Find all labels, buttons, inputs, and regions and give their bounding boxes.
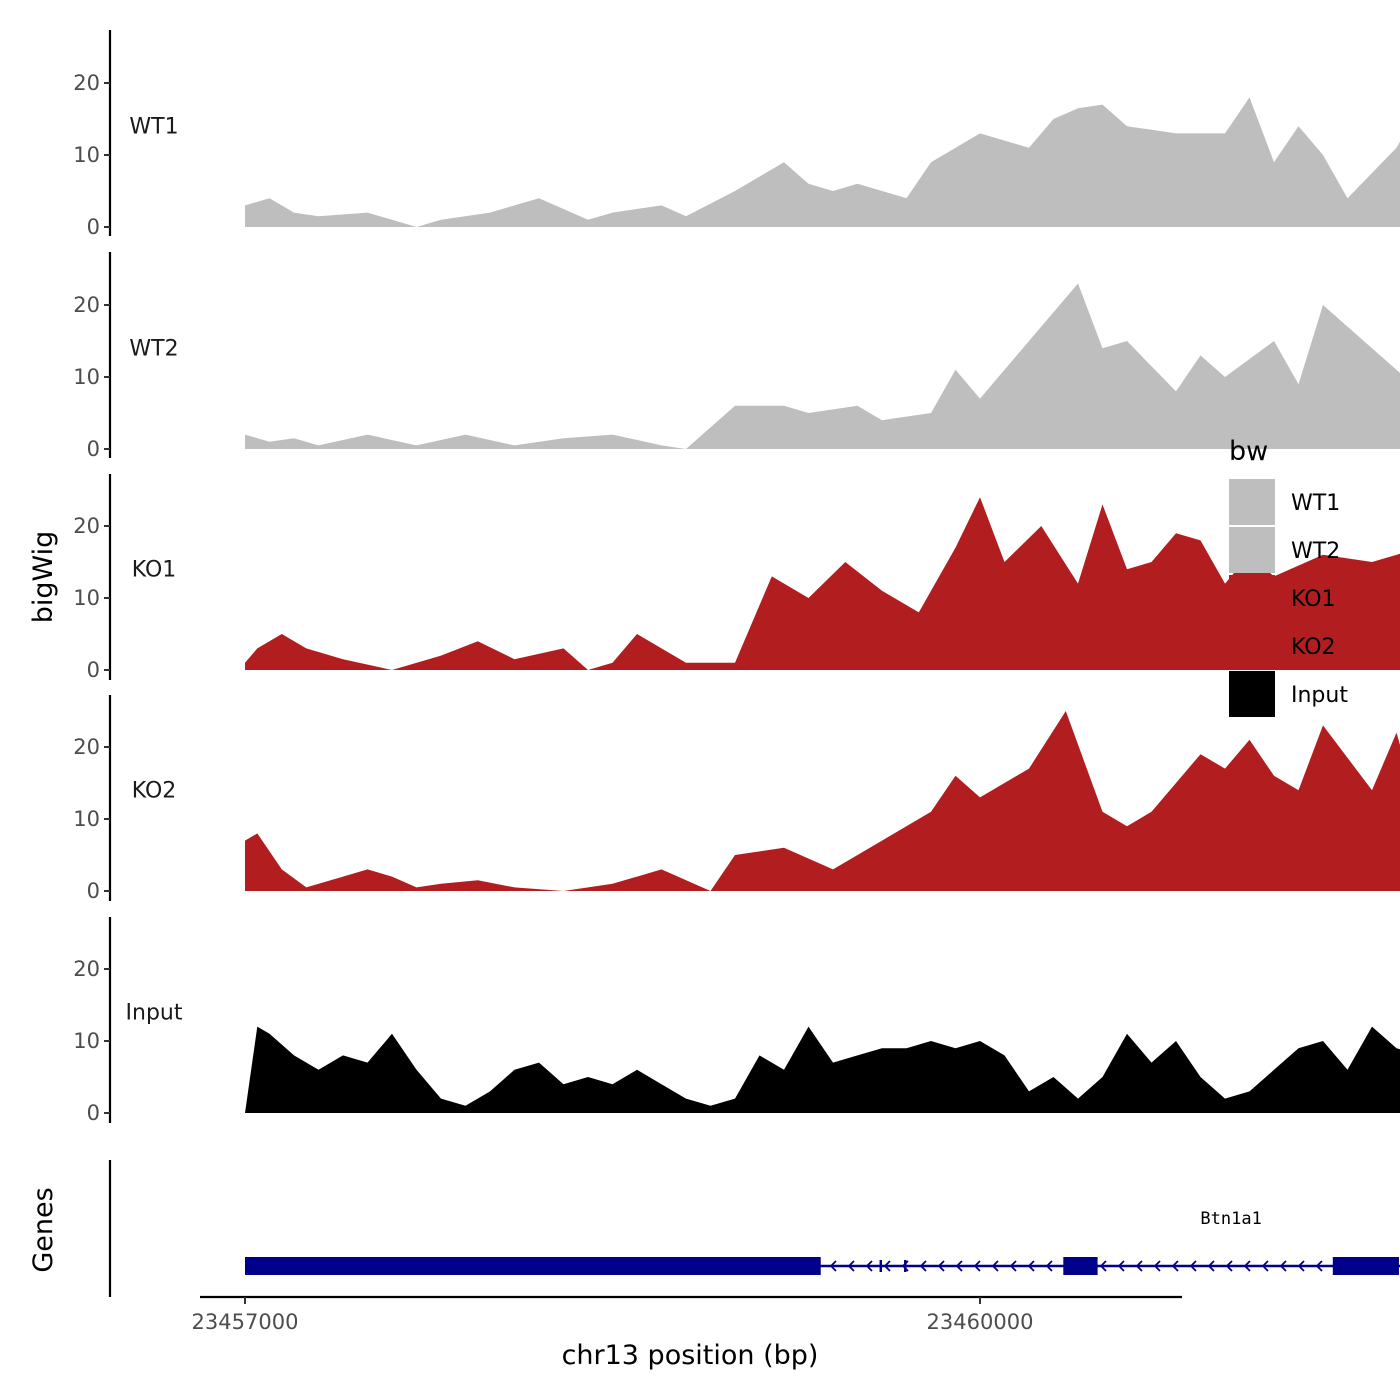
strand-arrow [1279,1260,1287,1272]
signal-area-ko1 [245,497,1400,670]
y-tick-label: 20 [73,957,100,981]
track-wt2: 0 10 20 WT2 [73,252,1400,461]
strand-arrow [1027,1260,1035,1272]
legend-label: KO2 [1291,635,1336,660]
y-tick-label: 0 [87,437,100,461]
strand-arrow [883,1260,891,1272]
strand-arrow [1117,1260,1125,1272]
legend-title: bw [1229,436,1268,467]
y-tick-label: 20 [73,514,100,538]
gene-label: Btn1a1 [1200,1209,1261,1229]
tracks-layer: 0 10 20 WT1 0 10 20 WT2 0 10 20 KO1 0 10 20 KO2 0 10 20 Inp… [73,30,1400,1125]
y-tick-label: 0 [87,658,100,682]
y-tick-label: 10 [73,143,100,167]
legend-item-wt1: WT1 [1229,479,1340,525]
legend-swatch [1229,527,1275,573]
strand-arrow [973,1260,981,1272]
strand-arrow [865,1260,873,1272]
strand-arrow [991,1260,999,1272]
signal-area-input [245,1026,1400,1113]
strand-arrow [1171,1260,1179,1272]
strand-arrow [1225,1260,1233,1272]
y-axis-title: bigWig [28,531,59,624]
genes-layer: Btn1a1 [108,1160,1400,1297]
legend-item-ko2: KO2 [1229,623,1336,669]
legend-swatch [1229,479,1275,525]
gene-exon [1332,1257,1399,1275]
legend-label: Input [1291,683,1348,708]
strand-arrow [919,1260,927,1272]
gene-exon [1063,1257,1098,1275]
strand-arrow [1243,1260,1251,1272]
y-tick-label: 10 [73,365,100,389]
track-label-ko2: KO2 [132,778,177,803]
y-tick-label: 10 [73,807,100,831]
strand-arrow [829,1260,837,1272]
x-tick-label: 23457000 [192,1310,299,1334]
signal-area-wt2 [245,283,1400,449]
gene-btn1a1: Btn1a1 [245,1209,1400,1275]
strand-arrow [1315,1260,1323,1272]
strand-arrow [1297,1260,1305,1272]
gene-exon [879,1260,882,1272]
legend-item-wt2: WT2 [1229,527,1340,573]
y-tick-label: 20 [73,293,100,317]
strand-arrow [955,1260,963,1272]
legend-label: WT2 [1291,539,1340,564]
track-label-wt1: WT1 [129,114,178,139]
strand-arrow [1135,1260,1143,1272]
legend-swatch [1229,623,1275,669]
strand-arrow [937,1260,945,1272]
gene-exon [904,1260,907,1272]
legend-label: WT1 [1291,491,1340,516]
strand-arrow [847,1260,855,1272]
legend-swatch [1229,671,1275,717]
y-tick-label: 10 [73,1029,100,1053]
y-tick-label: 0 [87,215,100,239]
legend-item-input: Input [1229,671,1348,717]
strand-arrow [1207,1260,1215,1272]
track-ko1: 0 10 20 KO1 [73,474,1400,682]
strand-arrow [1009,1260,1017,1272]
y-tick-label: 20 [73,71,100,95]
signal-area-wt1 [245,97,1400,227]
track-ko2: 0 10 20 KO2 [73,695,1400,903]
x-axis-title: chr13 position (bp) [562,1340,819,1371]
strand-arrow [1153,1260,1161,1272]
track-label-ko1: KO1 [132,557,177,582]
x-tick-label: 23460000 [927,1310,1034,1334]
track-wt1: 0 10 20 WT1 [73,30,1400,239]
track-input: 0 10 20 Input [73,917,1400,1125]
legend: bw WT1 WT2 KO1 KO2 Input [1229,436,1348,717]
strand-arrow [1045,1260,1053,1272]
legend-swatch [1229,575,1275,621]
signal-area-ko2 [245,711,1400,891]
legend-label: KO1 [1291,587,1336,612]
track-label-input: Input [126,1000,183,1025]
y-tick-label: 20 [73,735,100,759]
strand-arrow [1189,1260,1197,1272]
x-axis: 23457000234600002346300023466000 [192,1295,1182,1334]
strand-arrow [1099,1260,1107,1272]
track-label-wt2: WT2 [129,336,178,361]
y-tick-label: 0 [87,879,100,903]
strand-arrow [1261,1260,1269,1272]
gene-exon [245,1257,821,1275]
y-tick-label: 10 [73,586,100,610]
legend-item-ko1: KO1 [1229,575,1336,621]
genes-axis-title: Genes [28,1187,59,1272]
y-tick-label: 0 [87,1101,100,1125]
